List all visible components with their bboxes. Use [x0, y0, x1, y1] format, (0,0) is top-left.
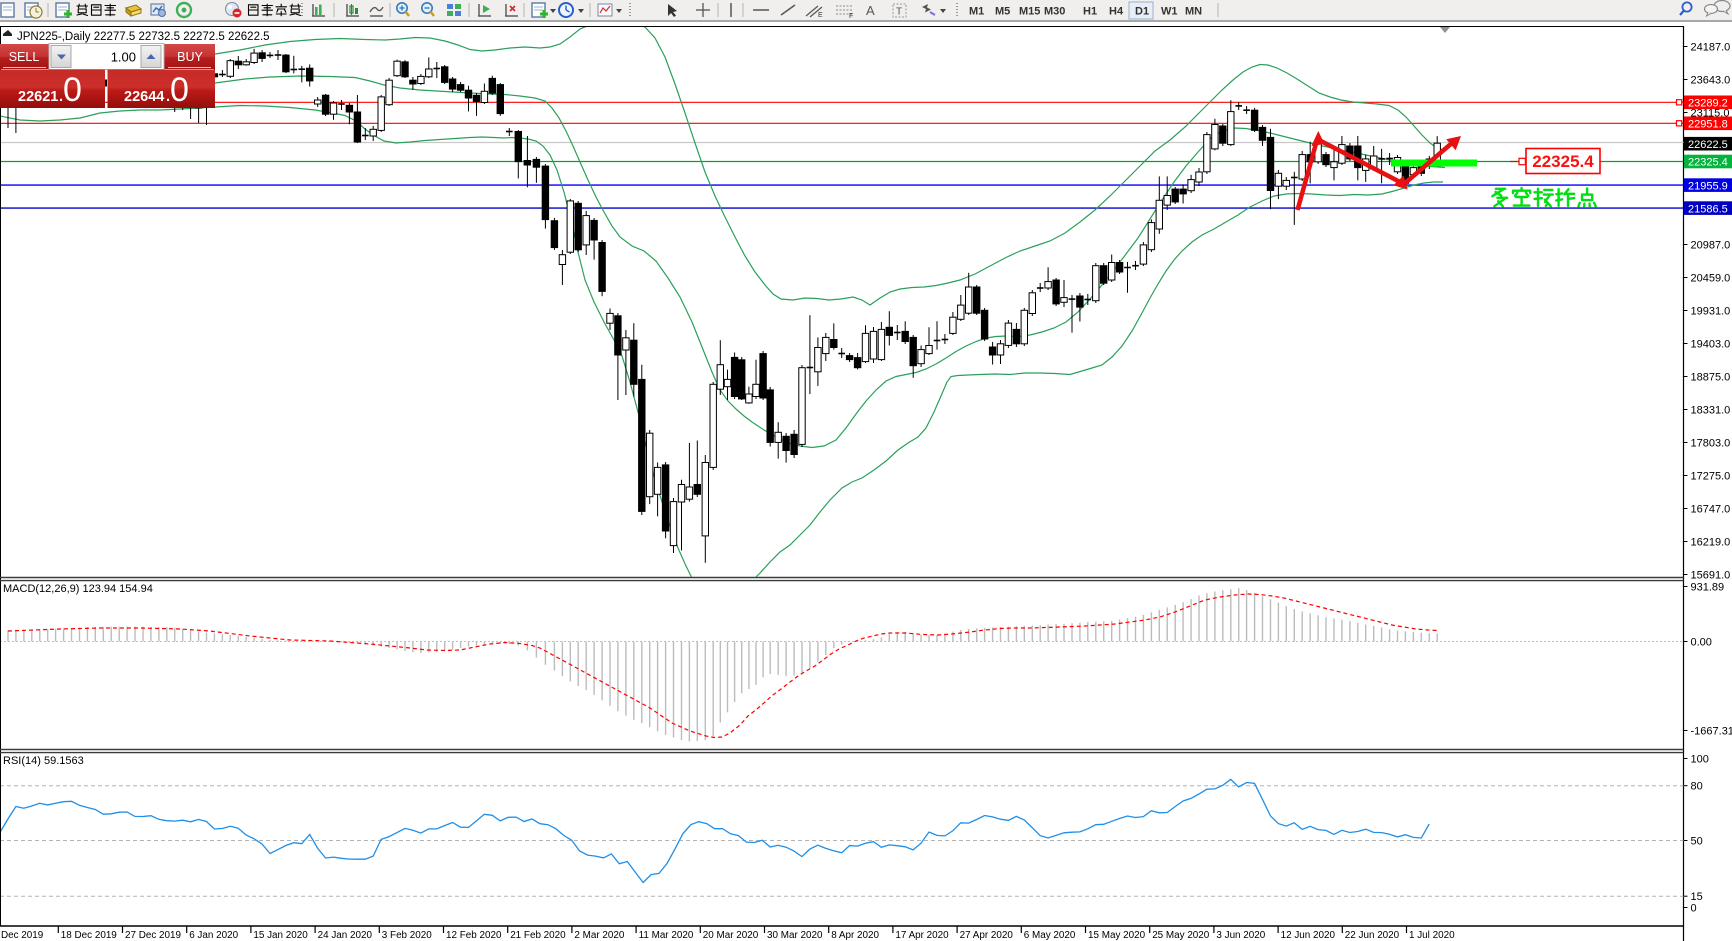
svg-text:27 Apr 2020: 27 Apr 2020	[960, 930, 1014, 941]
svg-text:SELL: SELL	[9, 50, 40, 64]
svg-text:18875.0: 18875.0	[1691, 372, 1731, 384]
svg-text:22644: 22644	[124, 89, 164, 105]
svg-text:6 Jan 2020: 6 Jan 2020	[189, 930, 238, 941]
svg-text:18331.0: 18331.0	[1691, 405, 1731, 417]
svg-text:100: 100	[1691, 754, 1709, 766]
svg-text:20459.0: 20459.0	[1691, 273, 1731, 285]
svg-text:BUY: BUY	[177, 50, 203, 64]
svg-text:22622.5: 22622.5	[1688, 139, 1728, 151]
svg-text:20 Mar 2020: 20 Mar 2020	[703, 930, 759, 941]
svg-text:.: .	[59, 89, 63, 105]
svg-text:MACD(12,26,9) 123.94 154.94: MACD(12,26,9) 123.94 154.94	[3, 583, 153, 595]
svg-text:Dec 2019: Dec 2019	[1, 930, 44, 941]
svg-text:16219.0: 16219.0	[1691, 537, 1731, 549]
svg-text:6 May 2020: 6 May 2020	[1024, 930, 1076, 941]
svg-text:22325.4: 22325.4	[1532, 152, 1594, 171]
svg-text:0: 0	[63, 71, 82, 109]
svg-text:20987.0: 20987.0	[1691, 240, 1731, 252]
svg-text:17275.0: 17275.0	[1691, 471, 1731, 483]
svg-text:2 Mar 2020: 2 Mar 2020	[574, 930, 624, 941]
svg-text:3 Feb 2020: 3 Feb 2020	[382, 930, 432, 941]
svg-text:0: 0	[1691, 903, 1697, 915]
svg-text:.: .	[166, 89, 170, 105]
svg-text:F: F	[849, 13, 853, 20]
svg-text:22621: 22621	[18, 89, 58, 105]
svg-text:21586.5: 21586.5	[1688, 203, 1728, 215]
svg-text:M30: M30	[1044, 6, 1065, 18]
svg-text:30 Mar 2020: 30 Mar 2020	[767, 930, 823, 941]
svg-text:H1: H1	[1083, 6, 1097, 18]
svg-text:12 Feb 2020: 12 Feb 2020	[446, 930, 502, 941]
svg-text:A: A	[866, 3, 875, 18]
svg-text:19931.0: 19931.0	[1691, 306, 1731, 318]
svg-text:17803.0: 17803.0	[1691, 438, 1731, 450]
svg-text:931.89: 931.89	[1691, 582, 1725, 594]
svg-text:15691.0: 15691.0	[1691, 570, 1731, 582]
svg-text:80: 80	[1691, 781, 1703, 793]
svg-text:22 Jun 2020: 22 Jun 2020	[1345, 930, 1400, 941]
svg-text:E: E	[818, 12, 823, 19]
svg-text:-1667.31: -1667.31	[1691, 726, 1732, 738]
svg-text:22951.8: 22951.8	[1688, 119, 1728, 131]
svg-text:M15: M15	[1019, 6, 1040, 18]
svg-text:17 Apr 2020: 17 Apr 2020	[895, 930, 949, 941]
svg-text:0.00: 0.00	[1691, 637, 1712, 649]
svg-text:12 Jun 2020: 12 Jun 2020	[1281, 930, 1336, 941]
svg-text:25 May 2020: 25 May 2020	[1152, 930, 1210, 941]
svg-text:1 Jul 2020: 1 Jul 2020	[1409, 930, 1455, 941]
svg-text:23289.2: 23289.2	[1688, 98, 1728, 110]
svg-text:24 Jan 2020: 24 Jan 2020	[318, 930, 373, 941]
svg-text:18 Dec 2019: 18 Dec 2019	[61, 930, 118, 941]
svg-text:W1: W1	[1161, 6, 1178, 18]
svg-text:50: 50	[1691, 836, 1703, 848]
svg-text:3 Jun 2020: 3 Jun 2020	[1216, 930, 1265, 941]
svg-text:15 Jan 2020: 15 Jan 2020	[253, 930, 308, 941]
svg-text:27 Dec 2019: 27 Dec 2019	[125, 930, 182, 941]
svg-text:M1: M1	[969, 6, 984, 18]
svg-text:21955.9: 21955.9	[1688, 180, 1728, 192]
svg-text:21 Feb 2020: 21 Feb 2020	[510, 930, 566, 941]
svg-text:8 Apr 2020: 8 Apr 2020	[831, 930, 879, 941]
svg-text:15: 15	[1691, 891, 1703, 903]
svg-text:11 Mar 2020: 11 Mar 2020	[639, 930, 694, 941]
svg-text:JPN225-,Daily 22277.5 22732.5: JPN225-,Daily 22277.5 22732.5 22272.5 22…	[17, 31, 270, 43]
svg-text:1.00: 1.00	[111, 50, 136, 65]
svg-text:0: 0	[170, 71, 189, 109]
svg-text:RSI(14) 59.1563: RSI(14) 59.1563	[3, 755, 84, 767]
svg-text:24187.0: 24187.0	[1691, 42, 1731, 54]
svg-text:15 May 2020: 15 May 2020	[1088, 930, 1146, 941]
svg-text:T: T	[896, 7, 902, 18]
svg-text:D1: D1	[1135, 6, 1149, 18]
svg-text:19403.0: 19403.0	[1691, 339, 1731, 351]
svg-text:23643.0: 23643.0	[1691, 75, 1731, 87]
svg-text:M5: M5	[995, 6, 1010, 18]
svg-text:22325.4: 22325.4	[1688, 157, 1728, 169]
svg-text:MN: MN	[1185, 6, 1202, 18]
svg-text:16747.0: 16747.0	[1691, 504, 1731, 516]
svg-text:H4: H4	[1109, 6, 1124, 18]
